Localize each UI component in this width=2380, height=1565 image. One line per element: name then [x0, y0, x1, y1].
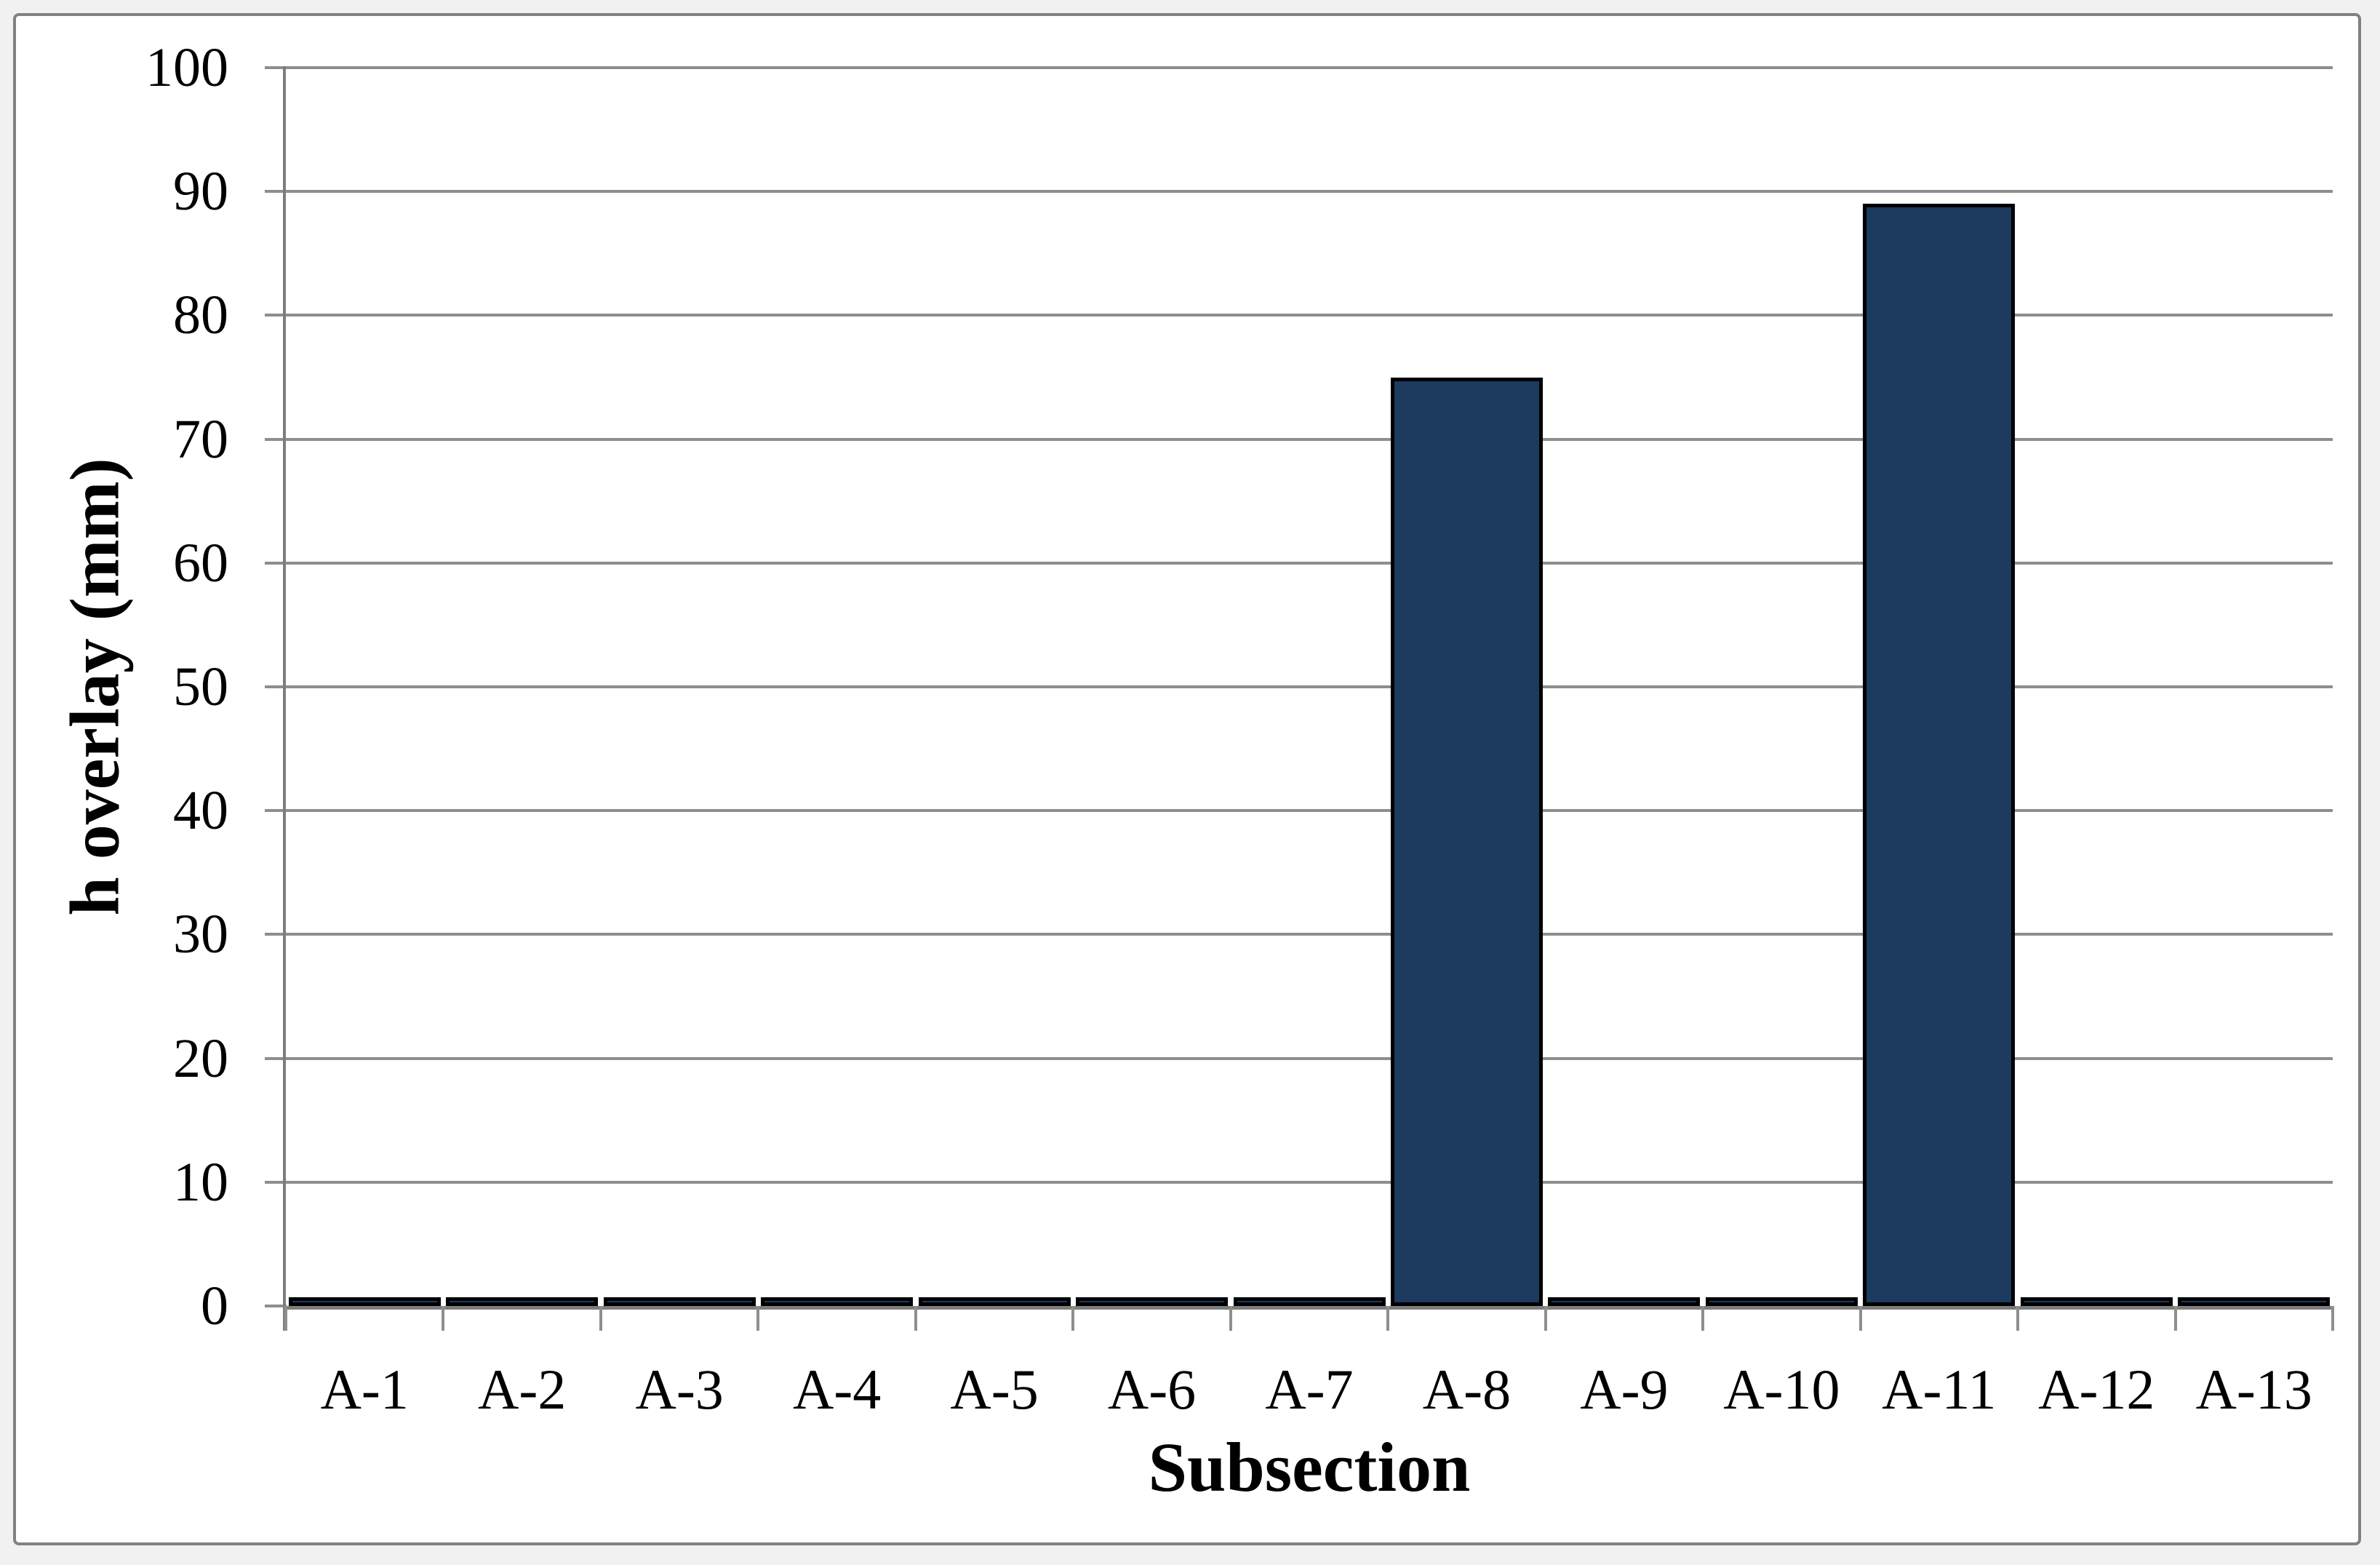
gridline-40: [286, 809, 2333, 813]
gridline-90: [286, 190, 2333, 194]
x-axis-tick-1: [442, 1306, 445, 1331]
x-axis-tick-7: [1386, 1306, 1390, 1331]
y-tick-label-50: 50: [173, 656, 228, 717]
category-label-A-6: A-6: [1107, 1358, 1197, 1421]
x-axis-tick-10: [1858, 1306, 1862, 1331]
gridline-10: [286, 1180, 2333, 1184]
x-axis-tick-12: [2173, 1306, 2177, 1331]
bar-A-1: [288, 1297, 441, 1306]
gridline-30: [286, 933, 2333, 936]
category-label-A-13: A-13: [2195, 1358, 2312, 1421]
bar-A-13: [2178, 1297, 2331, 1306]
y-axis-tick-0: [265, 1305, 287, 1307]
category-label-A-2: A-2: [478, 1358, 567, 1421]
x-axis-tick-13: [2331, 1306, 2334, 1331]
bar-A-12: [2020, 1297, 2173, 1306]
y-axis-tick-50: [265, 685, 287, 688]
y-tick-label-60: 60: [173, 532, 228, 594]
y-tick-label-20: 20: [173, 1027, 228, 1089]
bar-A-9: [1548, 1297, 1701, 1306]
x-axis-tick-5: [1071, 1306, 1075, 1331]
bar-A-5: [918, 1297, 1071, 1306]
gridline-50: [286, 685, 2333, 688]
category-label-A-10: A-10: [1723, 1358, 1840, 1421]
bar-A-10: [1705, 1297, 1858, 1306]
x-axis-tick-4: [914, 1306, 917, 1331]
bar-A-4: [761, 1297, 914, 1306]
y-axis-tick-60: [265, 561, 287, 565]
y-axis-title: h overlay (mm): [55, 458, 134, 916]
category-label-A-8: A-8: [1422, 1358, 1512, 1421]
bar-A-8: [1390, 377, 1543, 1306]
bar-A-3: [603, 1297, 756, 1306]
y-tick-label-90: 90: [173, 161, 228, 223]
x-axis-tick-0: [284, 1306, 287, 1331]
bar-A-11: [1863, 204, 2016, 1306]
y-axis-tick-70: [265, 437, 287, 441]
gridline-60: [286, 561, 2333, 565]
category-label-A-4: A-4: [792, 1358, 882, 1421]
x-axis-tick-6: [1229, 1306, 1232, 1331]
y-tick-label-80: 80: [173, 284, 228, 346]
x-axis-tick-2: [599, 1306, 602, 1331]
x-axis-tick-9: [1701, 1306, 1705, 1331]
category-label-A-9: A-9: [1580, 1358, 1669, 1421]
gridline-100: [286, 66, 2333, 69]
y-tick-label-40: 40: [173, 780, 228, 842]
y-axis-tick-90: [265, 190, 287, 194]
y-tick-label-30: 30: [173, 904, 228, 965]
y-axis-tick-30: [265, 933, 287, 936]
y-axis-tick-40: [265, 809, 287, 813]
x-axis-tick-3: [756, 1306, 760, 1331]
gridline-20: [286, 1056, 2333, 1060]
gridline-80: [286, 314, 2333, 317]
bar-A-7: [1233, 1297, 1386, 1306]
y-tick-label-0: 0: [201, 1275, 228, 1337]
x-axis-title: Subsection: [1148, 1428, 1471, 1506]
y-tick-label-10: 10: [173, 1151, 228, 1213]
y-axis-line: [283, 66, 286, 1331]
y-axis-tick-10: [265, 1180, 287, 1184]
y-tick-label-100: 100: [145, 37, 228, 98]
category-label-A-5: A-5: [950, 1358, 1039, 1421]
gridline-70: [286, 437, 2333, 441]
category-label-A-12: A-12: [2038, 1358, 2155, 1421]
y-axis-tick-20: [265, 1056, 287, 1060]
x-axis-tick-11: [2016, 1306, 2020, 1331]
y-tick-label-70: 70: [173, 408, 228, 470]
x-axis-tick-8: [1544, 1306, 1547, 1331]
category-label-A-3: A-3: [635, 1358, 724, 1421]
x-axis-line: [283, 1306, 2333, 1310]
bar-A-6: [1076, 1297, 1229, 1306]
y-axis-tick-100: [265, 66, 287, 69]
category-label-A-1: A-1: [320, 1358, 409, 1421]
category-label-A-11: A-11: [1882, 1358, 1997, 1421]
bar-A-2: [446, 1297, 599, 1306]
y-axis-tick-80: [265, 314, 287, 317]
category-label-A-7: A-7: [1265, 1358, 1354, 1421]
